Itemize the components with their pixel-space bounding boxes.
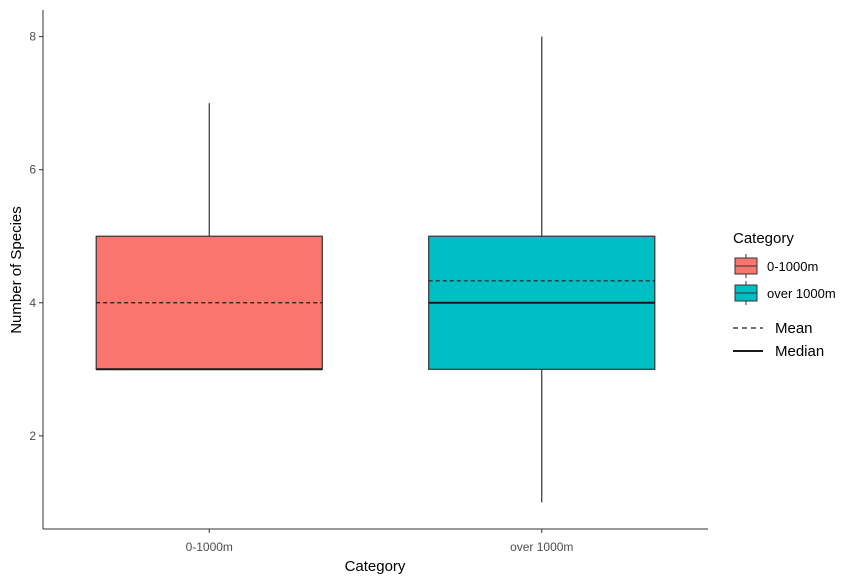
x-tick-label: over 1000m <box>510 540 573 554</box>
x-axis-ticks: 0-1000m over 1000m <box>186 529 573 554</box>
legend: Category 0-1000m over 1000m Mean Median <box>733 230 836 360</box>
legend-line-entry: Median <box>733 343 824 360</box>
y-axis-ticks: 2 4 6 8 <box>29 30 43 443</box>
legend-label: 0-1000m <box>767 259 818 274</box>
box-1 <box>95 103 323 371</box>
legend-line-label: Mean <box>775 320 813 337</box>
legend-line-entry: Mean <box>733 320 813 337</box>
box-2 <box>428 36 656 503</box>
legend-title: Category <box>733 230 794 247</box>
y-tick-label: 8 <box>29 30 36 44</box>
x-tick-label: 0-1000m <box>186 540 233 554</box>
legend-entry: over 1000m <box>734 281 836 305</box>
y-tick-label: 2 <box>29 429 36 443</box>
legend-entry: 0-1000m <box>734 254 818 278</box>
plot-area <box>95 36 656 503</box>
y-axis-title: Number of Species <box>8 206 25 334</box>
legend-line-label: Median <box>775 343 824 360</box>
y-tick-label: 6 <box>29 163 36 177</box>
legend-label: over 1000m <box>767 286 836 301</box>
y-tick-label: 4 <box>29 296 36 310</box>
x-axis-title: Category <box>345 558 406 575</box>
